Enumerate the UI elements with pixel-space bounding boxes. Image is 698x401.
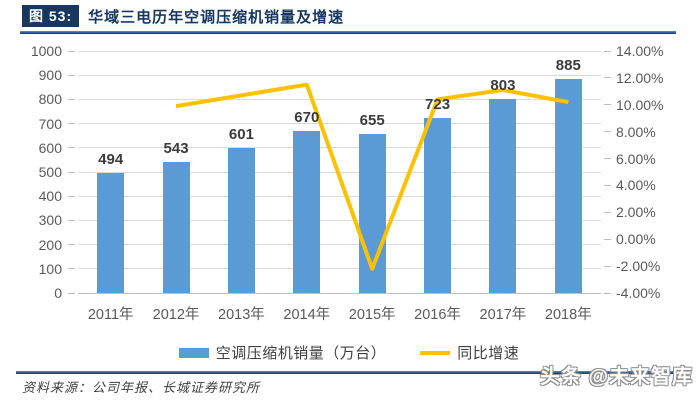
right-axis-tick xyxy=(604,131,611,133)
y-axis-label-right: 8.00% xyxy=(616,123,656,140)
growth-line-path xyxy=(175,82,569,271)
bar-2012年 xyxy=(162,161,190,293)
gridline xyxy=(78,98,601,100)
bar-value-label: 543 xyxy=(163,139,189,157)
legend-label-sales: 空调压缩机销量（万台） xyxy=(215,345,387,362)
figure-number-badge: 图 53: xyxy=(22,5,80,28)
right-axis-tick xyxy=(604,50,611,52)
bar-2014年 xyxy=(293,130,321,293)
left-axis-tick xyxy=(68,292,75,294)
y-axis-label-right: 12.00% xyxy=(616,69,664,86)
left-axis-tick xyxy=(68,195,75,197)
y-axis-label-right: -4.00% xyxy=(616,285,661,301)
bar-series-swatch-icon xyxy=(178,347,209,358)
gridline xyxy=(78,292,601,294)
bar-value-label: 885 xyxy=(555,56,581,74)
line-series-swatch-icon xyxy=(420,350,451,355)
left-axis-tick xyxy=(68,98,75,100)
watermark: 头条 @未来智库 xyxy=(539,366,693,388)
bar-2016年 xyxy=(424,118,452,293)
gridline xyxy=(78,74,601,76)
bar-2017年 xyxy=(489,98,517,293)
bar-value-label: 803 xyxy=(490,76,516,94)
bar-value-label: 494 xyxy=(98,151,124,169)
left-axis-tick xyxy=(68,74,75,76)
growth-line xyxy=(175,82,569,271)
gridline xyxy=(78,50,601,52)
y-axis-label-right: 6.00% xyxy=(616,150,656,167)
y-axis-label-right: 0.00% xyxy=(616,231,656,248)
x-axis-label: 2018年 xyxy=(544,307,592,323)
y-axis-label-left: 300 xyxy=(38,212,62,229)
legend-label-growth: 同比增速 xyxy=(457,345,520,362)
y-axis-label-right: 2.00% xyxy=(616,204,656,221)
y-axis-label-left: 200 xyxy=(38,236,62,253)
right-axis-tick xyxy=(604,292,611,294)
gridline xyxy=(78,195,601,197)
right-axis-tick xyxy=(604,77,611,79)
bar-2011年 xyxy=(97,173,125,293)
left-axis-tick xyxy=(68,244,75,246)
legend-item-sales: 空调压缩机销量（万台） xyxy=(178,342,387,363)
y-axis-label-left: 100 xyxy=(38,260,62,277)
source-note: 资料来源：公司年报、长城证券研究所 xyxy=(22,380,261,395)
footer-divider xyxy=(16,371,676,374)
left-axis-tick xyxy=(68,147,75,149)
right-axis-tick xyxy=(604,104,611,106)
bar-value-label: 601 xyxy=(228,125,254,143)
bar-value-label: 670 xyxy=(294,108,320,126)
gridline xyxy=(78,219,601,221)
right-axis-tick xyxy=(604,211,611,213)
figure-header: 图 53: 华域三电历年空调压缩机销量及增速 xyxy=(22,5,345,28)
right-axis-tick xyxy=(604,158,611,160)
y-axis-label-left: 1000 xyxy=(30,43,62,59)
y-axis-label-left: 600 xyxy=(38,139,62,156)
chart-legend: 空调压缩机销量（万台） 同比增速 xyxy=(0,342,698,363)
bar-2018年 xyxy=(554,78,582,293)
y-axis-label-right: 14.00% xyxy=(616,43,664,59)
right-axis-tick xyxy=(604,265,611,267)
gridline xyxy=(78,268,601,270)
gridline xyxy=(78,244,601,246)
x-axis-label: 2017年 xyxy=(479,307,527,323)
x-axis-label: 2014年 xyxy=(283,307,331,323)
x-axis-label: 2015年 xyxy=(348,307,396,323)
left-axis-tick xyxy=(68,268,75,270)
bar-value-label: 723 xyxy=(425,96,451,114)
right-axis-tick xyxy=(604,184,611,186)
y-axis-label-left: 0 xyxy=(54,285,62,301)
left-axis-tick xyxy=(68,171,75,173)
x-axis-label: 2011年 xyxy=(87,307,134,323)
x-axis-label: 2012年 xyxy=(152,307,200,323)
right-axis-tick xyxy=(604,238,611,240)
x-axis-label: 2013年 xyxy=(218,307,265,323)
figure-title: 华域三电历年空调压缩机销量及增速 xyxy=(88,8,345,26)
gridline xyxy=(78,123,601,125)
y-axis-label-left: 900 xyxy=(38,67,62,84)
left-axis-tick xyxy=(68,123,75,125)
y-axis-label-right: -2.00% xyxy=(616,258,661,275)
y-axis-label-left: 400 xyxy=(38,188,62,205)
left-axis-tick xyxy=(68,50,75,52)
bar-2013年 xyxy=(227,147,255,293)
legend-item-growth: 同比增速 xyxy=(420,342,519,363)
y-axis-label-right: 10.00% xyxy=(616,96,664,113)
y-axis-label-left: 700 xyxy=(38,115,62,132)
gridline xyxy=(78,147,601,149)
x-axis-label: 2016年 xyxy=(414,307,461,323)
title-divider xyxy=(20,31,676,34)
y-axis-label-left: 500 xyxy=(38,164,62,180)
left-axis-tick xyxy=(68,219,75,221)
y-axis-label-left: 800 xyxy=(38,91,62,108)
bar-value-label: 655 xyxy=(359,112,385,130)
y-axis-label-right: 4.00% xyxy=(616,177,656,194)
